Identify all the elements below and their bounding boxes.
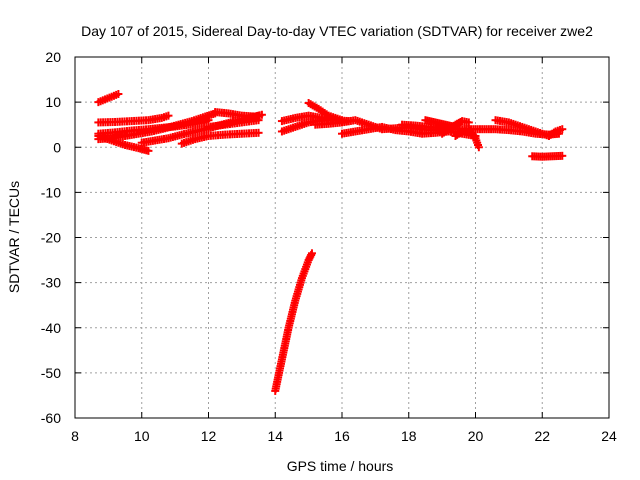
x-axis-title: GPS time / hours bbox=[287, 458, 394, 474]
x-tick-label: 16 bbox=[334, 428, 350, 444]
y-tick-label: 20 bbox=[45, 49, 61, 65]
data-point-marker bbox=[254, 128, 263, 137]
chart-title: Day 107 of 2015, Sidereal Day-to-day VTE… bbox=[81, 23, 593, 39]
data-point-marker bbox=[558, 125, 567, 134]
x-tick-label: 10 bbox=[134, 428, 150, 444]
x-tick-label: 8 bbox=[71, 428, 79, 444]
x-tick-label: 14 bbox=[267, 428, 283, 444]
data-point-marker bbox=[464, 118, 473, 127]
data-point-marker bbox=[257, 110, 266, 119]
y-tick-label: -10 bbox=[41, 184, 61, 200]
data-point-marker bbox=[254, 116, 263, 125]
tick-labels: 8 10 12 14 16 18 20 22 24 -60 -50 -40 -30 -20 -10 0 10 20 bbox=[41, 49, 617, 444]
x-tick-label: 24 bbox=[601, 428, 617, 444]
y-tick-label: 0 bbox=[53, 139, 61, 155]
x-tick-label: 18 bbox=[401, 428, 417, 444]
data-point-marker bbox=[474, 143, 483, 152]
x-tick-label: 12 bbox=[201, 428, 217, 444]
y-tick-label: -20 bbox=[41, 230, 61, 246]
data-point-marker bbox=[164, 111, 173, 120]
grid-lines bbox=[75, 57, 609, 418]
data-points bbox=[94, 90, 567, 395]
y-axis-title: SDTVAR / TECUs bbox=[6, 181, 22, 293]
axis-ticks bbox=[74, 56, 610, 419]
y-tick-label: -50 bbox=[41, 365, 61, 381]
x-tick-label: 22 bbox=[534, 428, 550, 444]
y-tick-label: -40 bbox=[41, 320, 61, 336]
y-tick-label: -30 bbox=[41, 275, 61, 291]
y-tick-label: 10 bbox=[45, 94, 61, 110]
data-point-marker bbox=[558, 151, 567, 160]
data-point-marker bbox=[144, 146, 153, 155]
data-point-marker bbox=[114, 90, 123, 99]
data-point-marker bbox=[307, 249, 316, 258]
y-tick-label: -60 bbox=[41, 410, 61, 426]
x-tick-label: 20 bbox=[468, 428, 484, 444]
